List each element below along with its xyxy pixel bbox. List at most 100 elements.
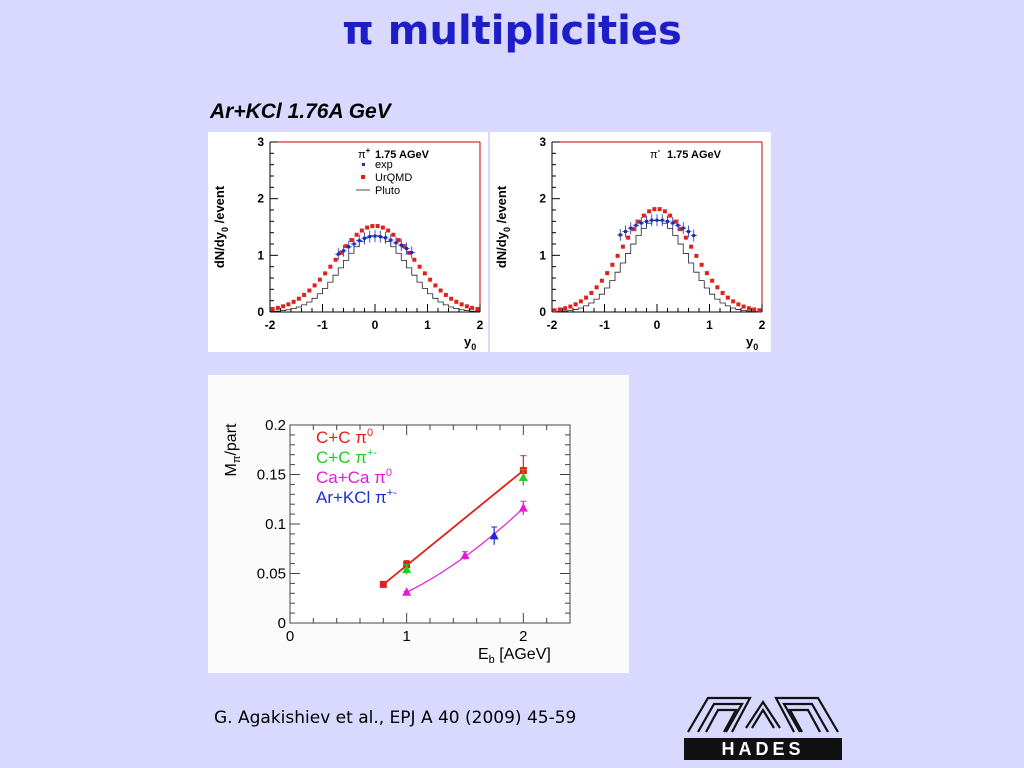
page-title: π multiplicities — [342, 8, 682, 54]
exp-point — [336, 252, 340, 256]
x-tick-label: 0 — [372, 318, 379, 332]
legend-exp-marker — [362, 163, 365, 166]
x-tick-label: 1 — [402, 628, 410, 645]
urqmd-point — [433, 283, 438, 288]
urqmd-point — [417, 264, 422, 269]
legend-urqmd-marker — [361, 175, 365, 179]
exp-point — [655, 218, 659, 222]
data-point-triangle — [402, 564, 412, 574]
urqmd-point — [610, 262, 615, 267]
exp-point — [618, 233, 622, 237]
exp-point — [342, 249, 345, 253]
exp-point — [399, 243, 403, 247]
urqmd-point — [641, 213, 646, 218]
urqmd-point — [428, 277, 433, 282]
urqmd-point — [626, 235, 631, 240]
exp-point — [378, 235, 382, 239]
exp-point — [410, 251, 414, 254]
data-point-triangle — [489, 530, 499, 540]
urqmd-point — [657, 207, 662, 212]
x-tick-label: 1 — [424, 318, 431, 332]
urqmd-point — [683, 235, 688, 240]
x-tick-label: 2 — [519, 628, 527, 645]
urqmd-point — [323, 271, 328, 276]
legend-entry: C+C π0 — [316, 427, 373, 447]
y-tick-label: 0 — [257, 305, 264, 319]
y-tick-label: 0.1 — [265, 516, 286, 533]
urqmd-point — [438, 288, 443, 293]
urqmd-point — [725, 295, 730, 300]
exp-point — [639, 221, 643, 225]
x-axis-title: Eb [AGeV] — [478, 646, 551, 666]
exp-point — [352, 242, 356, 246]
urqmd-point — [694, 253, 699, 258]
exp-point — [373, 234, 377, 238]
x-tick-label: -1 — [599, 318, 610, 332]
citation: G. Agakishiev et al., EPJ A 40 (2009) 45… — [214, 708, 577, 728]
urqmd-point — [470, 305, 475, 310]
urqmd-point — [631, 227, 636, 232]
urqmd-point — [652, 207, 657, 212]
pi-plus-rapidity-chart: -2 -1 0 1 2 0 1 2 3 y0 dN/dy0 /event π+ 1.75 AGeVexp… — [212, 135, 484, 352]
data-point-square — [379, 580, 387, 588]
urqmd-point — [396, 238, 401, 243]
urqmd-point — [573, 302, 578, 307]
pluto-histogram — [552, 220, 762, 313]
subtitle: Ar+KCl 1.76A GeV — [210, 100, 391, 123]
urqmd-point — [296, 296, 301, 301]
urqmd-point — [359, 228, 364, 233]
urqmd-point — [557, 307, 562, 312]
urqmd-point — [375, 224, 380, 229]
exp-point — [645, 219, 648, 223]
x-tick-label: -2 — [547, 318, 558, 332]
excitation-function-panel: 0 1 2 0 0.05 0.1 0.15 0.2 Eb [AGeV] Mπ/part C+C π0… — [208, 375, 629, 673]
y-tick-label: 1 — [257, 248, 264, 262]
legend-entry: Pluto — [375, 185, 400, 197]
urqmd-point — [741, 304, 746, 309]
y-tick-label: 0 — [539, 305, 546, 319]
exp-point — [629, 226, 633, 230]
legend-energy: 1.75 AGeV — [375, 149, 430, 161]
exp-point — [394, 241, 398, 245]
urqmd-point — [365, 225, 370, 230]
urqmd-point — [720, 290, 725, 295]
legend-energy: 1.75 AGeV — [667, 149, 722, 161]
urqmd-point — [715, 285, 720, 290]
urqmd-point — [307, 288, 312, 293]
x-tick-label: -1 — [317, 318, 328, 332]
urqmd-point — [662, 209, 667, 214]
exp-point — [676, 223, 680, 227]
urqmd-point — [704, 271, 709, 276]
exp-point — [368, 235, 372, 239]
urqmd-point — [317, 277, 322, 282]
urqmd-point — [731, 299, 736, 304]
y-axis-title: Mπ/part — [223, 423, 243, 476]
urqmd-point — [354, 232, 359, 237]
y-tick-label: 0.15 — [257, 467, 286, 484]
data-point-triangle — [518, 472, 528, 481]
hades-logo: HADES — [684, 696, 842, 760]
urqmd-point — [422, 271, 427, 276]
logo-text: HADES — [721, 739, 804, 759]
urqmd-point — [391, 232, 396, 237]
urqmd-point — [286, 302, 291, 307]
exp-point — [650, 218, 654, 222]
x-tick-label: 0 — [654, 318, 661, 332]
y-tick-label: 0.2 — [265, 417, 286, 434]
urqmd-point — [475, 307, 480, 312]
y-tick-label: 2 — [257, 192, 264, 206]
urqmd-point — [599, 278, 604, 283]
x-axis-title: y0 — [746, 334, 758, 352]
urqmd-point — [563, 306, 568, 311]
urqmd-point — [689, 244, 694, 249]
urqmd-point — [668, 213, 673, 218]
exp-point — [634, 223, 638, 227]
urqmd-point — [710, 278, 715, 283]
urqmd-point — [568, 304, 573, 309]
urqmd-point — [412, 257, 417, 262]
urqmd-point — [594, 285, 599, 290]
pi-plus-rapidity-panel: -2 -1 0 1 2 0 1 2 3 y0 dN/dy0 /event π+ 1.75 AGeV exp… — [208, 132, 488, 352]
exp-point — [660, 218, 664, 222]
x-tick-label: 0 — [286, 628, 294, 645]
legend-entry: Ca+Ca π0 — [316, 467, 392, 487]
